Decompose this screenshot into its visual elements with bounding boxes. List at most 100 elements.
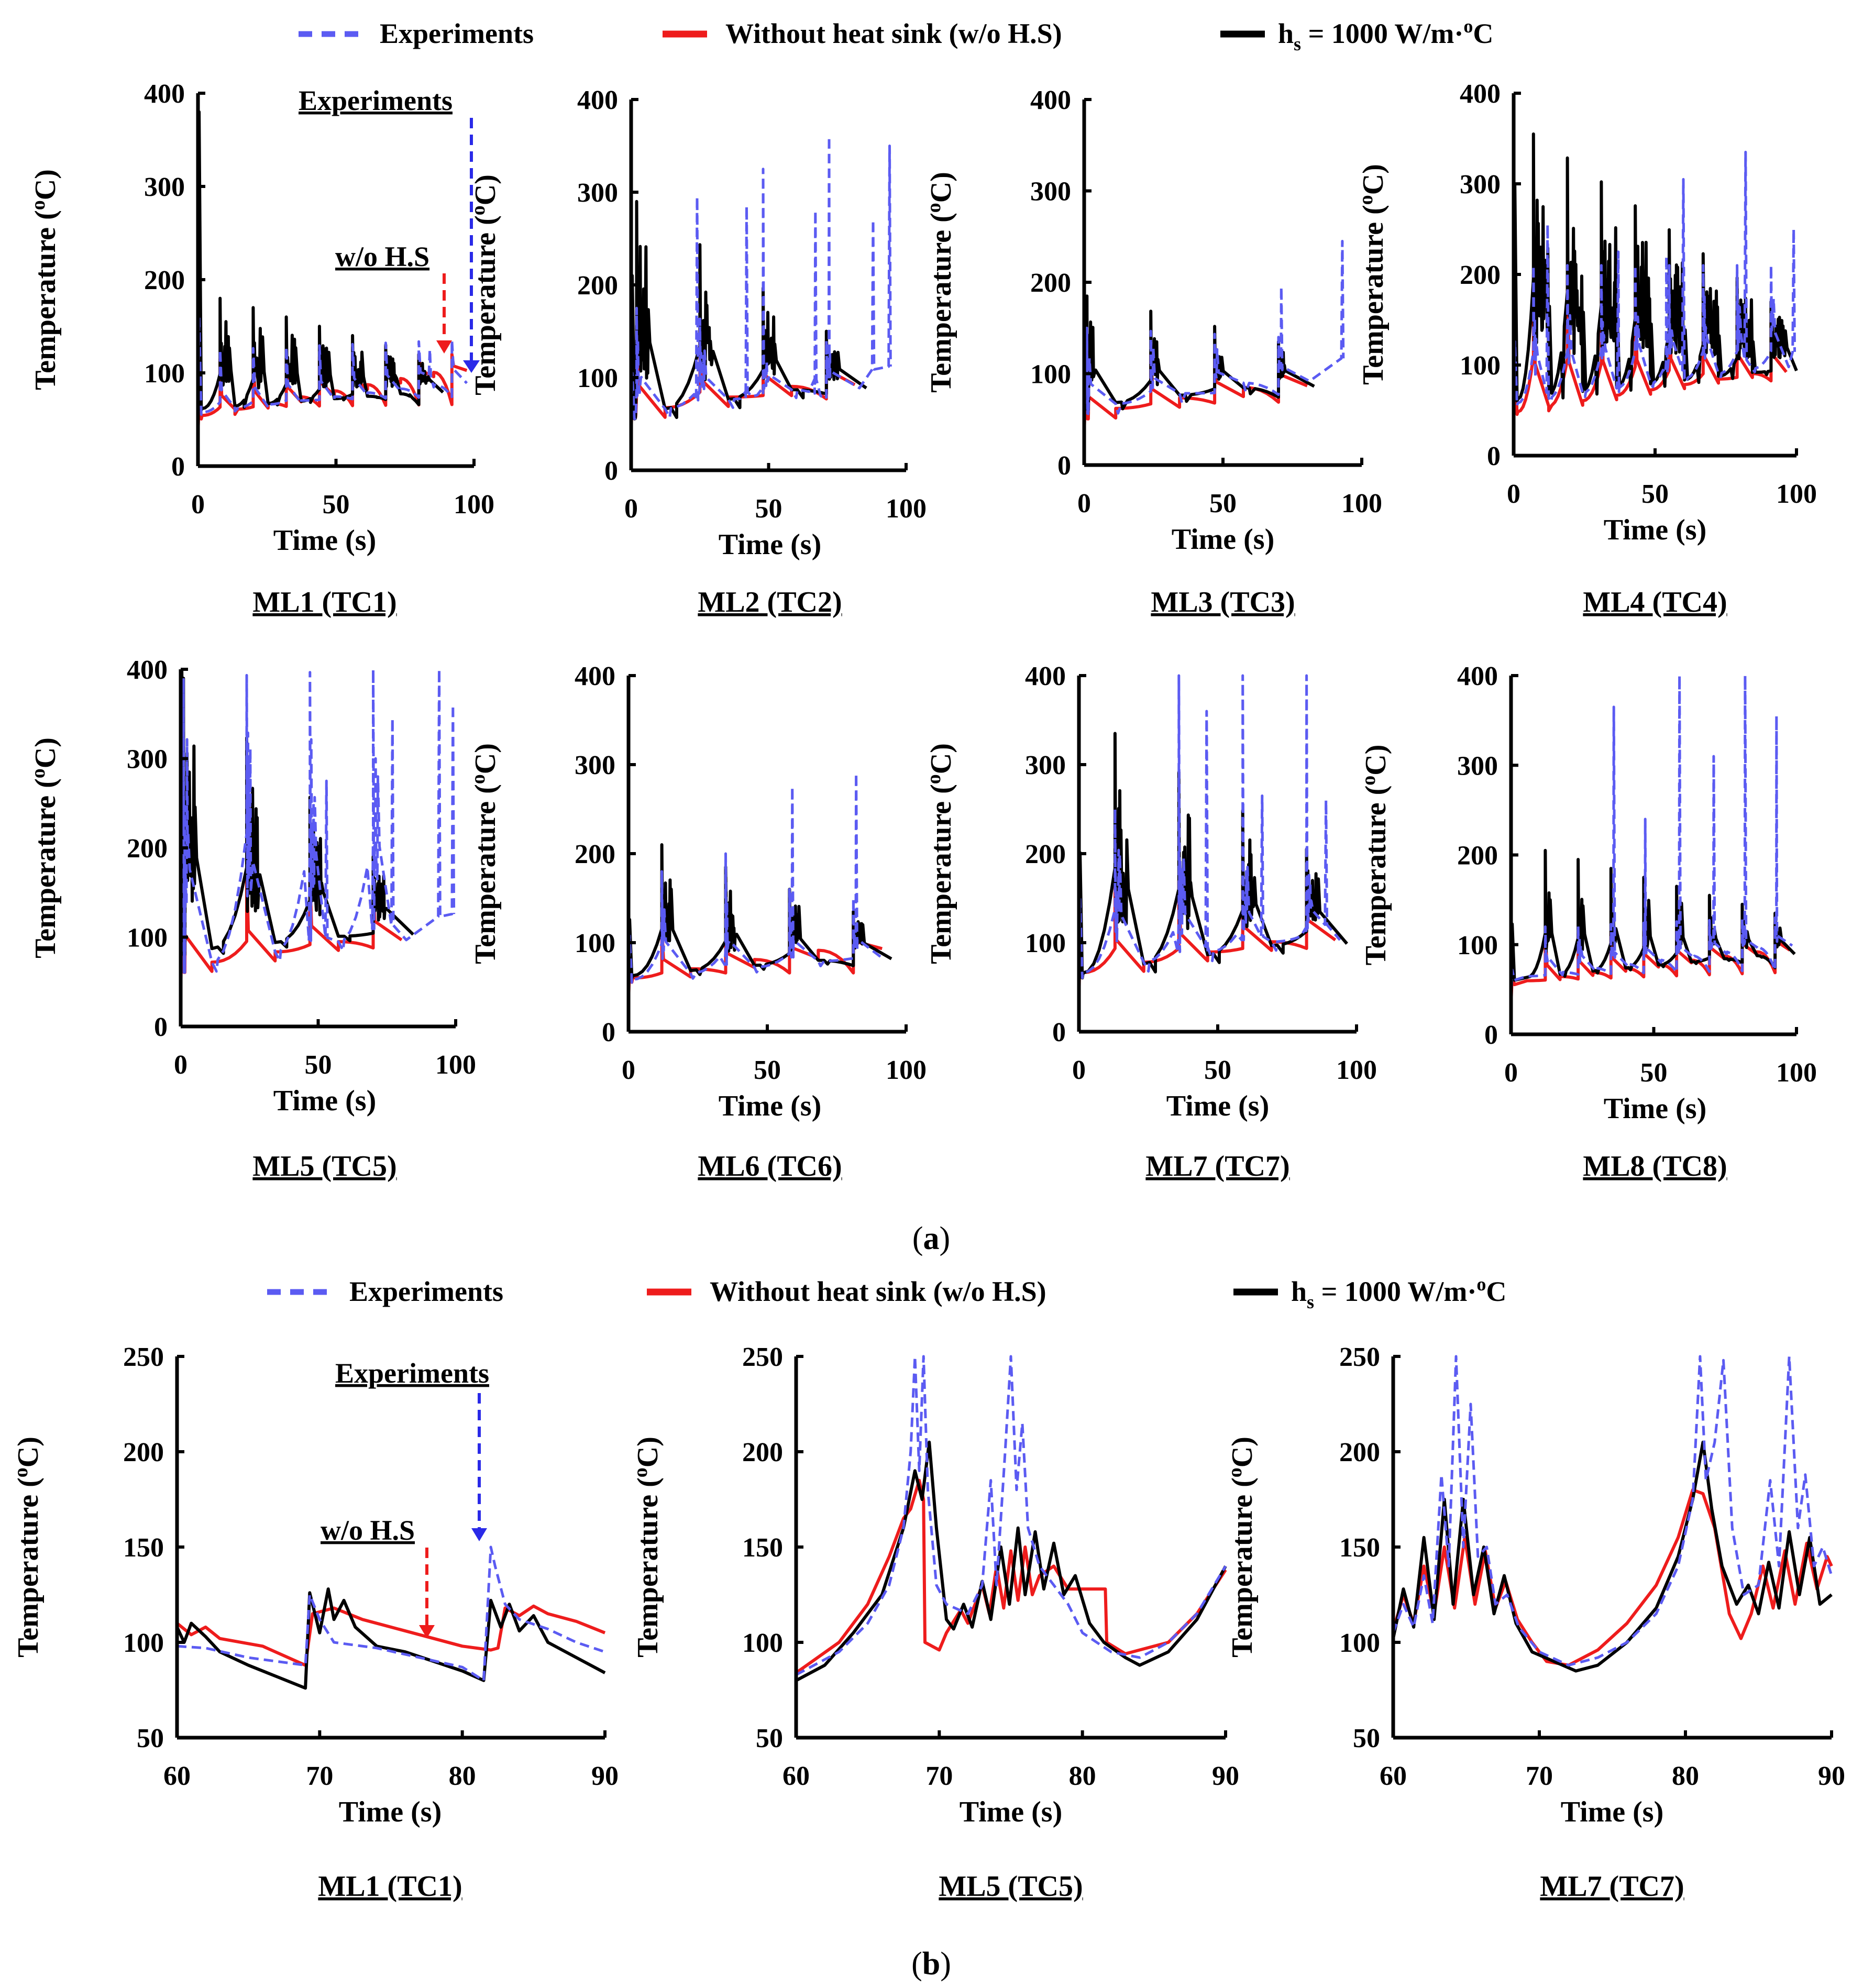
y-tick-label: 200	[1025, 840, 1066, 869]
x-tick-label: 100	[1336, 1055, 1377, 1085]
y-axis-label: Temperature (oC)	[27, 169, 62, 390]
y-axis-label-main: Temperature (	[1360, 786, 1392, 966]
series-line-experiments	[631, 135, 892, 438]
x-tick-label: 90	[1212, 1761, 1239, 1791]
x-axis-label: Time (s)	[719, 528, 822, 561]
annotations-b: Experiments w/o H.S	[321, 1357, 489, 1638]
chart-title-b_ml1: ML1 (TC1)	[318, 1870, 462, 1903]
series-group	[1084, 240, 1345, 433]
series-group	[1393, 1355, 1833, 1673]
series-group	[631, 135, 892, 438]
y-axis-label-main: Temperature (	[29, 778, 62, 958]
series-line-with-hs	[198, 110, 444, 434]
chart-title-ml3: ML3 (TC3)	[1151, 586, 1295, 619]
x-axis-label: Time (s)	[1172, 523, 1275, 556]
y-axis-label-end: C)	[469, 174, 502, 205]
y-axis-label: Temperature (oC)	[630, 1437, 664, 1658]
y-tick-label: 200	[575, 840, 615, 869]
y-tick-label: 300	[1025, 750, 1066, 780]
annotation-wohs-b: w/o H.S	[321, 1515, 415, 1546]
chart-title-ml7: ML7 (TC7)	[1145, 1150, 1289, 1183]
y-axis-label-sup: o	[1358, 776, 1380, 786]
x-tick-label: 0	[174, 1050, 188, 1080]
legend-label-with-hs: hs = 1000 W/m·oC	[1278, 16, 1493, 54]
x-tick-label: 0	[622, 1055, 635, 1085]
y-tick-label: 100	[575, 929, 615, 958]
series-line-experiments	[1084, 240, 1345, 433]
y-axis-label-end: C)	[1226, 1437, 1259, 1467]
x-tick-label: 50	[754, 1055, 781, 1085]
x-tick-label: 90	[591, 1761, 619, 1791]
x-tick-label: 50	[1640, 1058, 1668, 1088]
series-group	[1511, 674, 1796, 1003]
annotation-arrowhead-experiments-a	[463, 360, 480, 373]
y-tick-label: 300	[127, 745, 168, 775]
x-axis-label: Time (s)	[273, 524, 377, 557]
x-tick-label: 0	[1072, 1055, 1086, 1085]
annotations-a: Experiments w/o H.S	[299, 85, 480, 373]
y-tick-label: 400	[1457, 661, 1498, 691]
x-tick-label: 100	[1776, 479, 1817, 509]
chart-title-ml5: ML5 (TC5)	[252, 1150, 396, 1183]
chart-b_ml7: 50 100 150 200 250 60 70 80 90 Time (s) Temperatur…	[1224, 1342, 1845, 1903]
y-axis-label: Temperature (oC)	[1358, 745, 1392, 966]
y-axis-label-end: C)	[469, 743, 502, 774]
series-line-experiments	[629, 772, 886, 1001]
chart-title-b_ml5: ML5 (TC5)	[939, 1870, 1083, 1903]
y-axis-label-sup: o	[630, 1467, 652, 1477]
y-axis-label-sup: o	[1355, 195, 1377, 205]
x-tick-label: 70	[306, 1761, 333, 1791]
series-line-without-hs	[1511, 920, 1791, 1003]
y-tick-label: 0	[1484, 1020, 1498, 1050]
x-tick-label: 100	[435, 1050, 476, 1080]
y-axis-label-end: C)	[1357, 164, 1390, 195]
x-tick-label: 100	[454, 490, 494, 520]
series-group	[177, 1545, 606, 1690]
series-line-with-hs	[629, 843, 892, 1001]
y-tick-label: 0	[1052, 1018, 1066, 1047]
chart-b_ml5: 50 100 150 200 250 60 70 80 90 Time (s) Temperatur…	[630, 1342, 1239, 1903]
x-tick-label: 0	[1507, 479, 1520, 509]
legend-b-label-with-hs: hs = 1000 W/m·oC	[1291, 1274, 1506, 1312]
y-axis-label-main: Temperature (	[469, 784, 502, 964]
y-tick-label: 250	[123, 1342, 164, 1372]
y-tick-label: 100	[1339, 1628, 1380, 1658]
x-axis-label: Time (s)	[1604, 1092, 1707, 1125]
x-tick-label: 100	[886, 494, 927, 524]
series-line-without-hs	[796, 1478, 1227, 1674]
series-group	[1514, 132, 1798, 424]
annotation-arrowhead-wohs-a	[436, 340, 452, 354]
x-axis-label: Time (s)	[1561, 1796, 1664, 1828]
y-axis-label-sup: o	[27, 768, 49, 778]
x-tick-label: 50	[1209, 489, 1237, 518]
y-tick-label: 150	[123, 1533, 164, 1563]
y-tick-label: 400	[1460, 79, 1501, 109]
y-axis-label-end: C)	[29, 737, 62, 768]
x-tick-label: 100	[1776, 1058, 1817, 1088]
y-axis-label-main: Temperature (	[1226, 1477, 1259, 1658]
y-tick-label: 300	[577, 178, 618, 208]
chart-title-ml6: ML6 (TC6)	[698, 1150, 842, 1183]
y-tick-label: 0	[1487, 441, 1501, 471]
y-tick-label: 250	[1339, 1342, 1380, 1372]
y-tick-label: 150	[1339, 1533, 1380, 1563]
x-tick-label: 0	[1504, 1058, 1518, 1088]
y-tick-label: 200	[1030, 268, 1071, 298]
x-axis-label: Time (s)	[719, 1090, 822, 1122]
series-group	[181, 668, 456, 996]
y-tick-label: 100	[1460, 351, 1501, 381]
y-tick-label: 200	[1457, 841, 1498, 871]
x-tick-label: 80	[1069, 1761, 1096, 1791]
x-tick-label: 50	[1204, 1055, 1231, 1085]
x-tick-label: 80	[1672, 1761, 1699, 1791]
y-tick-label: 300	[1457, 751, 1498, 781]
series-line-with-hs	[1511, 848, 1796, 1003]
y-axis-label-main: Temperature (	[632, 1477, 664, 1658]
x-tick-label: 70	[925, 1761, 953, 1791]
annotation-arrowhead-experiments-b	[471, 1528, 487, 1541]
chart-ml1: 0 100 200 300 400 0 50 100 Time (s) Temperature (…	[27, 79, 494, 619]
chart-title-ml8: ML8 (TC8)	[1583, 1150, 1727, 1183]
legend-top: Experiments Without heat sink (w/o H.S) …	[299, 16, 1493, 54]
